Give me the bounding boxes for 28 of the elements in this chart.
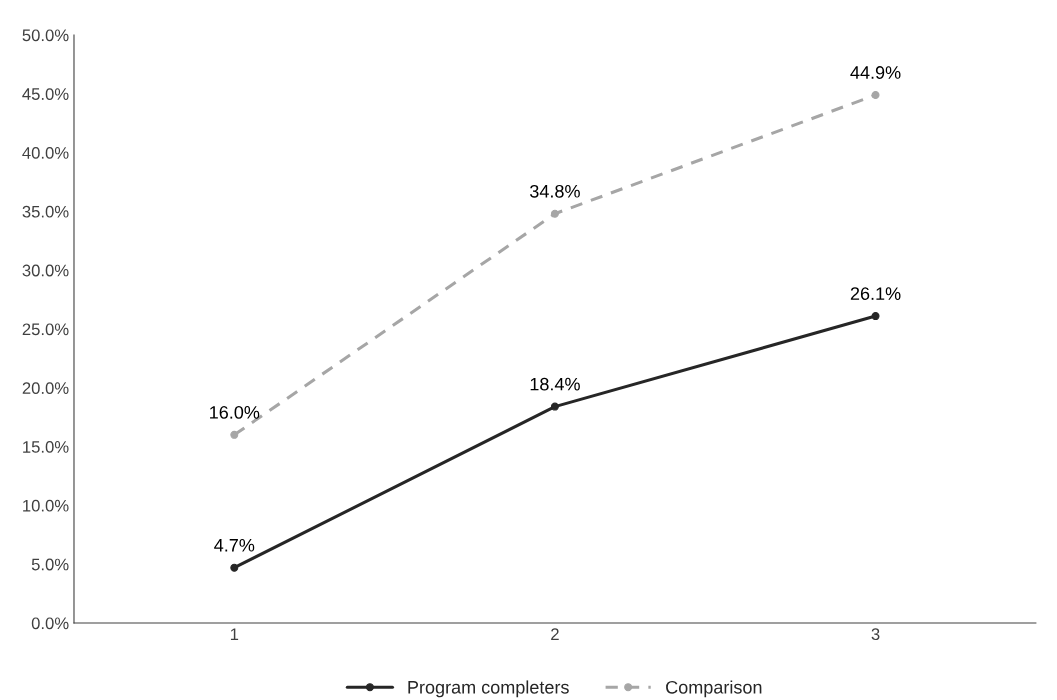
y-tick-label: 10.0% xyxy=(23,499,69,512)
y-tick-label: 25.0% xyxy=(22,323,69,336)
data-label: 34.8% xyxy=(530,184,580,198)
point xyxy=(871,90,880,99)
y-tick-label: 5.0% xyxy=(31,558,69,571)
legend-label: Comparison xyxy=(666,680,762,698)
data-label: 44.9% xyxy=(850,66,901,79)
legend-label: Program completers xyxy=(408,680,569,698)
point xyxy=(550,209,559,218)
x-tick-label: 1 xyxy=(230,628,239,640)
data-label: 4.7% xyxy=(214,538,255,552)
y-tick-label: 40.0% xyxy=(22,147,69,159)
y-tick-label: 20.0% xyxy=(22,382,69,394)
y-tick-label: 15.0% xyxy=(23,441,69,453)
y-tick-label: 30.0% xyxy=(22,264,69,277)
point xyxy=(871,312,880,321)
data-label: 16.0% xyxy=(210,405,260,419)
y-tick-label: 35.0% xyxy=(22,205,69,218)
data-label: 26.1% xyxy=(850,287,901,300)
y-tick-label: 45.0% xyxy=(22,88,69,100)
y-tick-label: 50.0% xyxy=(22,29,69,42)
data-label: 18.4% xyxy=(530,377,580,391)
point xyxy=(230,430,239,439)
point xyxy=(550,402,559,411)
y-tick-label: 0.0% xyxy=(31,617,69,630)
x-tick-label: 2 xyxy=(551,628,559,640)
x-tick-label: 3 xyxy=(871,628,880,641)
point xyxy=(230,563,239,572)
